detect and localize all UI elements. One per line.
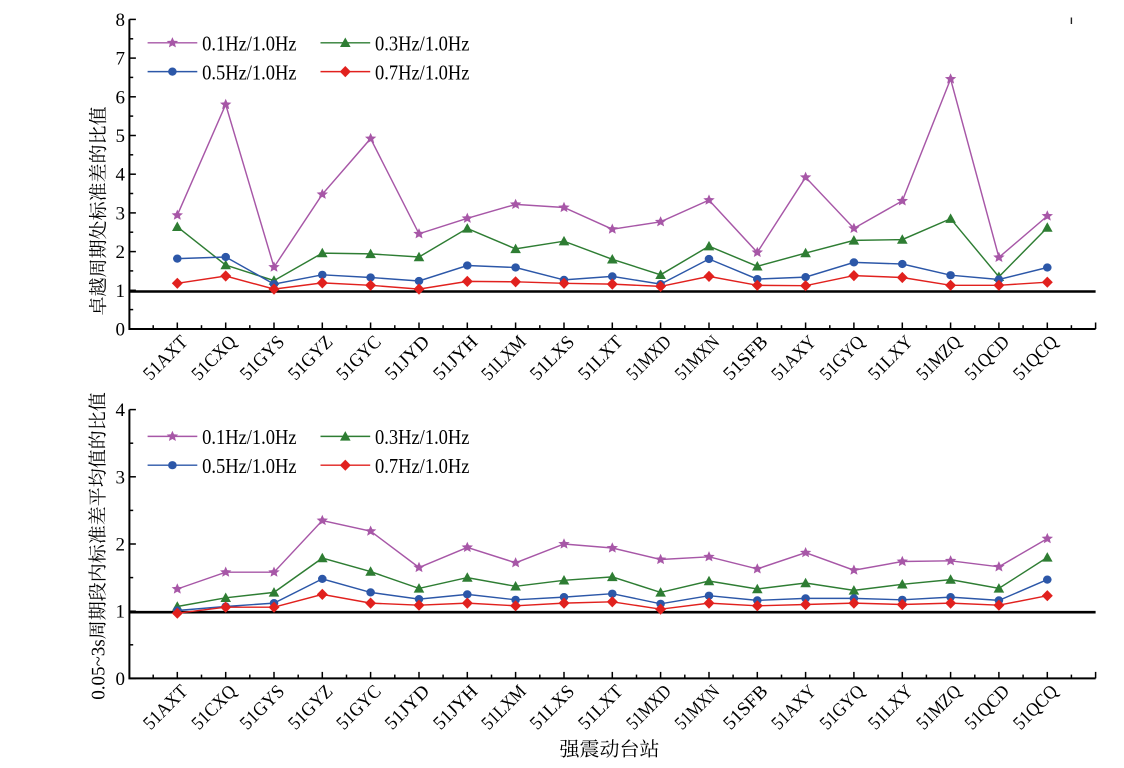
svg-text:1: 1 [116, 602, 126, 623]
svg-text:0.3Hz/1.0Hz: 0.3Hz/1.0Hz [375, 32, 470, 56]
svg-text:6: 6 [116, 87, 126, 108]
svg-text:0.3Hz/1.0Hz: 0.3Hz/1.0Hz [375, 425, 470, 449]
svg-text:8: 8 [116, 10, 126, 31]
svg-text:2: 2 [116, 535, 126, 556]
svg-text:3: 3 [116, 203, 126, 224]
svg-text:2: 2 [116, 242, 126, 263]
svg-text:0: 0 [116, 320, 126, 341]
svg-text:4: 4 [116, 165, 126, 186]
svg-text:0.1Hz/1.0Hz: 0.1Hz/1.0Hz [202, 425, 297, 449]
svg-text:5: 5 [116, 126, 126, 147]
svg-text:0.7Hz/1.0Hz: 0.7Hz/1.0Hz [375, 60, 470, 84]
svg-text:1: 1 [116, 281, 126, 302]
svg-text:0.7Hz/1.0Hz: 0.7Hz/1.0Hz [375, 454, 470, 478]
svg-text:7: 7 [116, 49, 126, 70]
svg-text:0.5Hz/1.0Hz: 0.5Hz/1.0Hz [202, 60, 297, 84]
svg-text:0.5Hz/1.0Hz: 0.5Hz/1.0Hz [202, 454, 297, 478]
svg-text:3: 3 [116, 467, 126, 488]
svg-text:0: 0 [116, 669, 126, 690]
svg-text:4: 4 [116, 400, 126, 421]
svg-text:0.1Hz/1.0Hz: 0.1Hz/1.0Hz [202, 32, 297, 56]
